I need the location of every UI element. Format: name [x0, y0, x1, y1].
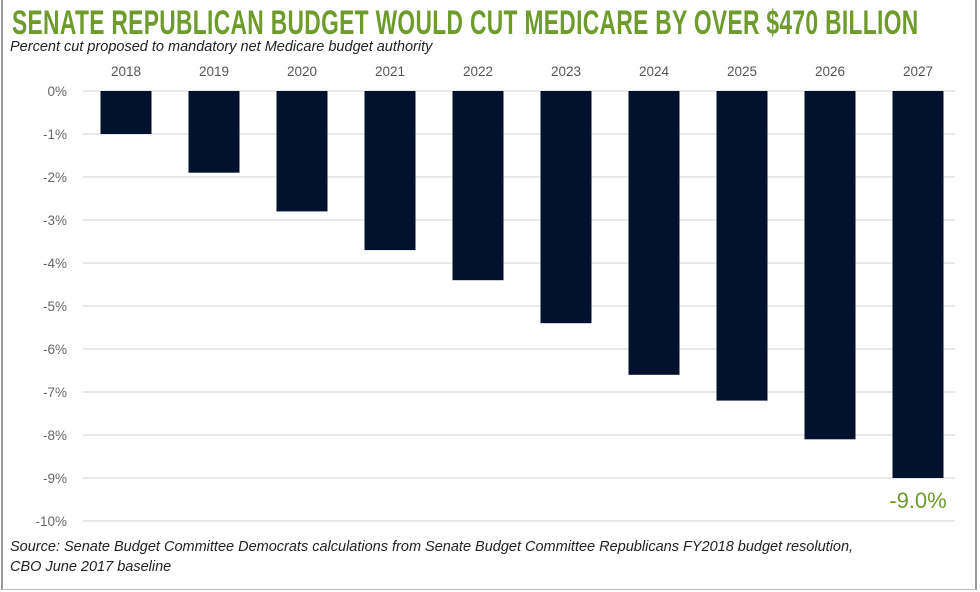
y-tick-label: -10% [35, 514, 67, 529]
bar-2021 [364, 91, 416, 251]
x-tick-label: 2026 [815, 64, 845, 79]
source-line-1: Source: Senate Budget Committee Democrat… [10, 539, 854, 555]
source-line-2: CBO June 2017 baseline [10, 559, 172, 575]
bar-2027 [892, 91, 944, 478]
source-note: Source: Senate Budget Committee Democrat… [10, 537, 970, 577]
bar-2024 [628, 91, 680, 375]
chart-subtitle: Percent cut proposed to mandatory net Me… [10, 39, 433, 55]
x-tick-label: 2023 [551, 64, 581, 79]
y-tick-label: -1% [43, 127, 67, 142]
x-tick-label: 2020 [287, 64, 317, 79]
bar-2026 [804, 91, 856, 440]
x-tick-label: 2019 [199, 64, 229, 79]
x-tick-label: 2027 [903, 64, 933, 79]
y-tick-label: -5% [43, 299, 67, 314]
y-tick-label: -8% [43, 428, 67, 443]
x-tick-label: 2024 [639, 64, 670, 79]
x-tick-label: 2022 [463, 64, 493, 79]
bar-2025 [716, 91, 768, 401]
data-label: -9.0% [889, 488, 946, 513]
chart-title: SENATE REPUBLICAN BUDGET WOULD CUT MEDIC… [12, 4, 919, 42]
x-tick-label: 2018 [111, 64, 141, 79]
y-tick-label: -7% [43, 385, 67, 400]
bar-2023 [540, 91, 592, 324]
y-tick-label: -6% [43, 342, 67, 357]
y-tick-label: -3% [43, 213, 67, 228]
bar-2019 [188, 91, 240, 173]
bar-2018 [100, 91, 152, 134]
y-tick-label: -2% [43, 170, 67, 185]
y-tick-label: 0% [47, 84, 67, 99]
bar-2020 [276, 91, 328, 212]
x-tick-label: 2025 [727, 64, 757, 79]
x-tick-label: 2021 [375, 64, 405, 79]
y-tick-label: -9% [43, 471, 67, 486]
bar-2022 [452, 91, 504, 281]
y-tick-label: -4% [43, 256, 67, 271]
